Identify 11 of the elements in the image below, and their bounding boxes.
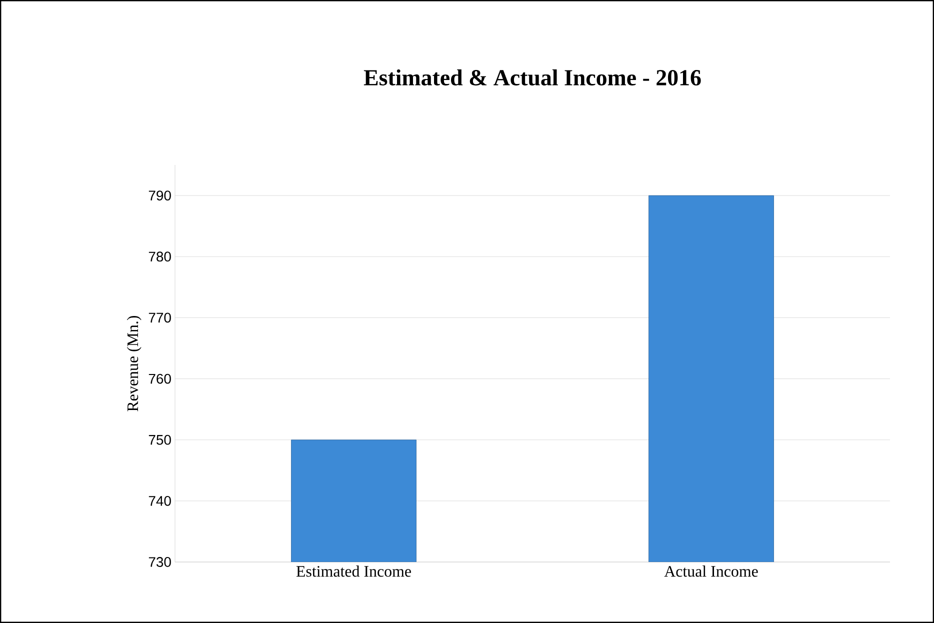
- x-tick-label: Actual Income: [664, 566, 758, 577]
- y-tick-label: 790: [148, 190, 171, 200]
- y-tick-label: 750: [148, 434, 171, 445]
- y-tick-label: 730: [148, 557, 171, 567]
- y-tick-label: 780: [148, 252, 171, 262]
- chart-title: Estimated & Actual Income - 2016: [364, 69, 701, 86]
- x-tick-label: Estimated Income: [296, 566, 411, 577]
- y-tick-label: 740: [148, 496, 171, 506]
- y-axis-title: Revenue (Mn.): [126, 316, 142, 412]
- y-tick-label: 760: [148, 374, 171, 384]
- y-tick-label: 770: [148, 312, 171, 323]
